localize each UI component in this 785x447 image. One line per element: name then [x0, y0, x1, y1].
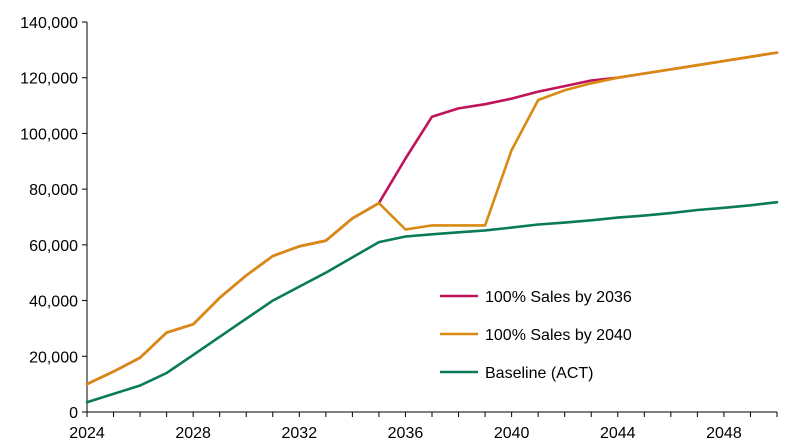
- x-tick-label: 2040: [494, 425, 530, 442]
- series-line-0: [85, 51, 779, 386]
- legend-label-1: 100% Sales by 2040: [485, 327, 632, 344]
- y-axis-ticks: 0 20,000 40,000 60,000 80,000 100,000 120,000 1…: [20, 15, 87, 422]
- y-tick-label: 80,000: [29, 182, 78, 199]
- y-tick-label: 0: [69, 405, 78, 422]
- x-tick-label: 2028: [175, 425, 211, 442]
- x-tick-label: 2036: [388, 425, 424, 442]
- y-tick-label: 120,000: [20, 71, 78, 88]
- x-axis-ticks: 2024 2028 2032 2036 2040 2044 2048: [69, 412, 778, 442]
- x-tick-label: 2044: [600, 425, 636, 442]
- legend: 100% Sales by 2036 100% Sales by 2040 Base…: [440, 289, 632, 382]
- y-tick-label: 100,000: [20, 126, 78, 143]
- series-line-1: [85, 51, 779, 386]
- y-tick-label: 40,000: [29, 294, 78, 311]
- x-tick-label: 2048: [706, 425, 742, 442]
- series-lines: [85, 51, 779, 404]
- x-tick-label: 2024: [69, 425, 105, 442]
- x-tick-label: 2032: [282, 425, 318, 442]
- y-tick-label: 60,000: [29, 238, 78, 255]
- legend-label-0: 100% Sales by 2036: [485, 289, 632, 306]
- series-line-2: [85, 200, 779, 404]
- axes: [86, 22, 777, 413]
- y-tick-label: 140,000: [20, 15, 78, 32]
- legend-label-2: Baseline (ACT): [485, 365, 593, 382]
- y-tick-label: 20,000: [29, 349, 78, 366]
